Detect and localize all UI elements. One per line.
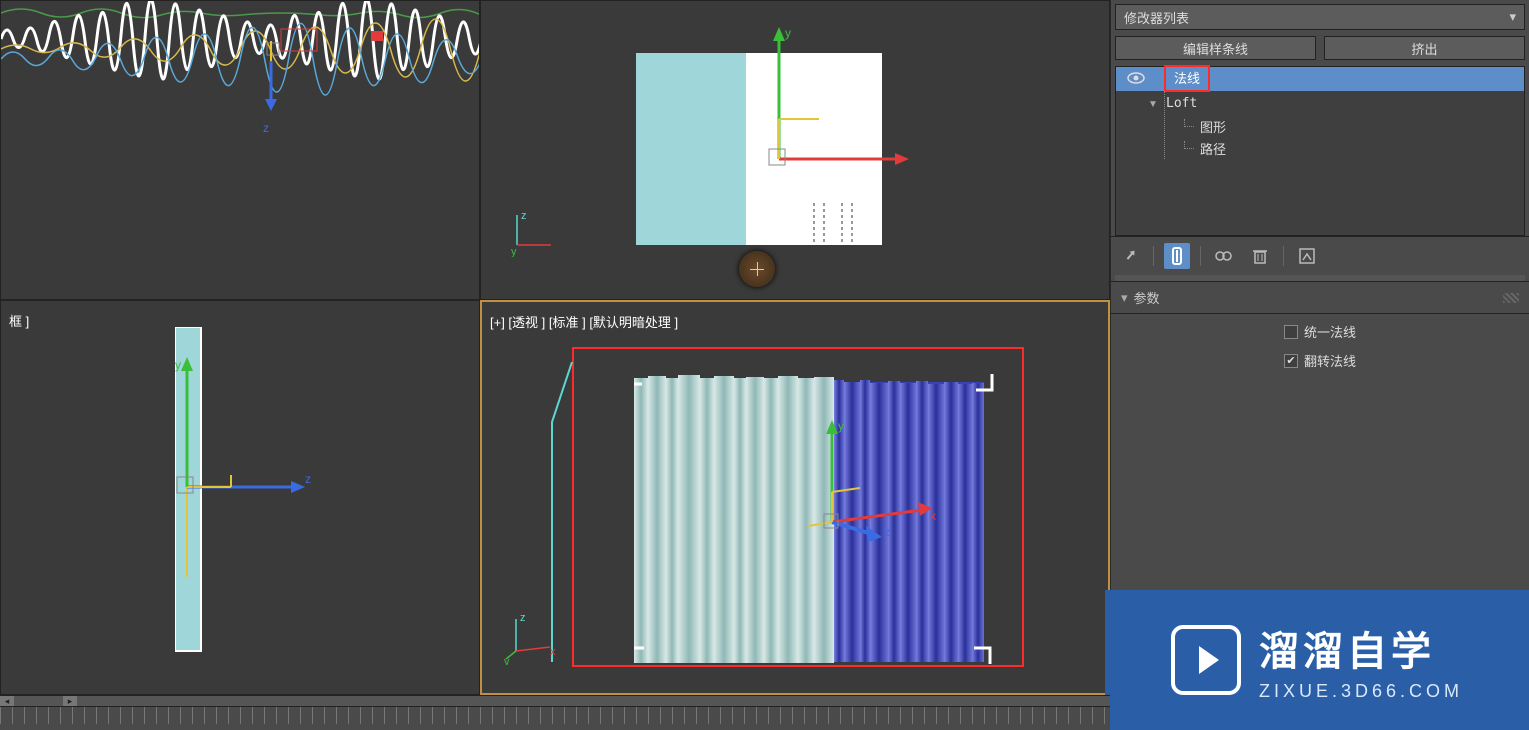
- pin-icon[interactable]: [1117, 243, 1143, 269]
- stack-normal-label: 法线: [1174, 71, 1200, 86]
- mini-axis-persp: z x y: [504, 609, 560, 665]
- modifier-list-label: 修改器列表: [1124, 8, 1189, 27]
- params-header-label: 参数: [1134, 288, 1160, 307]
- svg-text:y: y: [785, 26, 791, 40]
- unify-normals-check[interactable]: 统一法线: [1284, 322, 1356, 341]
- left-shape: y z: [175, 327, 315, 657]
- stack-child-path[interactable]: 路径: [1116, 137, 1524, 159]
- extrude-label: 挤出: [1411, 39, 1437, 58]
- tree-line: [1164, 91, 1165, 159]
- svg-text:z: z: [520, 612, 526, 624]
- params-rollout-header[interactable]: 参数: [1111, 281, 1529, 314]
- watermark-logo: 溜溜自学 ZIXUE.3D66.COM: [1105, 590, 1529, 730]
- edit-spline-label: 编辑样条线: [1183, 39, 1248, 58]
- flip-normals-check[interactable]: ✔ 翻转法线: [1284, 351, 1356, 370]
- viewport-left[interactable]: 框 ] y z: [0, 300, 480, 695]
- stack-item-loft[interactable]: ▼ Loft: [1116, 91, 1524, 115]
- unify-normals-label: 统一法线: [1304, 322, 1356, 341]
- checkbox-icon: [1284, 325, 1298, 339]
- timeline[interactable]: ◂ ▸: [0, 695, 1110, 730]
- view-crosshair: [739, 251, 775, 287]
- axis-gizmo-front: y: [759, 19, 919, 179]
- stack-child-shape-label: 图形: [1200, 117, 1226, 136]
- make-unique-icon[interactable]: [1211, 243, 1237, 269]
- timeline-next-button[interactable]: ▸: [63, 696, 77, 706]
- svg-text:x: x: [550, 646, 556, 658]
- svg-text:y: y: [175, 358, 181, 372]
- viewport-left-label: 框 ]: [9, 311, 29, 330]
- delete-icon[interactable]: [1247, 243, 1273, 269]
- timeline-prev-button[interactable]: ◂: [0, 696, 14, 706]
- axis-gizmo-tl: [261, 41, 301, 121]
- viewport-top-left[interactable]: z: [0, 0, 480, 300]
- visibility-eye-icon[interactable]: [1126, 71, 1146, 85]
- viewport-perspective[interactable]: [+] [透视 ] [标准 ] [默认明暗处理 ]: [480, 300, 1110, 695]
- rollout-grip-icon: [1503, 293, 1519, 303]
- stack-item-normal[interactable]: 法线: [1116, 67, 1524, 91]
- modifier-list-dropdown[interactable]: 修改器列表: [1115, 4, 1525, 30]
- axis-z-label: z: [263, 121, 269, 135]
- expand-icon[interactable]: ▼: [1148, 99, 1158, 110]
- stack-loft-label: Loft: [1166, 96, 1197, 111]
- params-rollout-body: 统一法线 ✔ 翻转法线: [1111, 314, 1529, 378]
- stack-normal-highlight: 法线: [1164, 65, 1210, 92]
- configure-icon[interactable]: [1294, 243, 1320, 269]
- watermark-url: ZIXUE.3D66.COM: [1259, 681, 1463, 702]
- axis-gizmo-persp: y x z: [802, 412, 942, 552]
- svg-text:z: z: [884, 525, 890, 539]
- edit-spline-button[interactable]: 编辑样条线: [1115, 36, 1316, 60]
- viewport-front[interactable]: y z y: [480, 0, 1110, 300]
- mini-axis-front: z y: [509, 207, 559, 257]
- watermark-cn: 溜溜自学: [1259, 619, 1463, 677]
- checkbox-icon: ✔: [1284, 354, 1298, 368]
- show-end-result-icon[interactable]: [1164, 243, 1190, 269]
- stack-child-path-label: 路径: [1200, 139, 1226, 158]
- stack-toolbar: [1111, 236, 1529, 275]
- play-icon: [1171, 625, 1241, 695]
- svg-text:z: z: [521, 210, 527, 222]
- modifier-panel: 修改器列表 编辑样条线 挤出 法线 ▼ Loft: [1110, 0, 1529, 730]
- flip-normals-label: 翻转法线: [1304, 351, 1356, 370]
- svg-text:y: y: [511, 246, 517, 257]
- svg-text:y: y: [504, 656, 510, 665]
- svg-text:y: y: [838, 419, 844, 433]
- extrude-button[interactable]: 挤出: [1324, 36, 1525, 60]
- modifier-stack[interactable]: 法线 ▼ Loft 图形 路径: [1115, 66, 1525, 236]
- svg-text:z: z: [305, 472, 311, 486]
- stack-child-shape[interactable]: 图形: [1116, 115, 1524, 137]
- svg-text:x: x: [930, 509, 936, 523]
- waveform-svg: [1, 1, 480, 141]
- viewport-persp-label: [+] [透视 ] [标准 ] [默认明暗处理 ]: [490, 312, 678, 331]
- timeline-ticks: [0, 706, 1110, 724]
